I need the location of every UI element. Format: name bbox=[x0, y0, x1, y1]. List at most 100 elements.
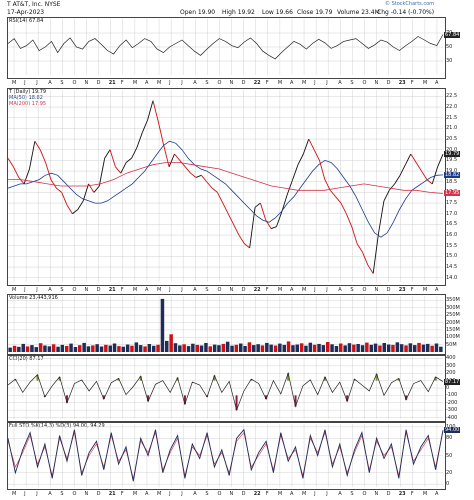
price-bar bbox=[45, 162, 52, 180]
volume-bar bbox=[386, 344, 391, 352]
date-label-1-9: F bbox=[120, 287, 124, 293]
volume-bar bbox=[243, 346, 247, 352]
price-bar bbox=[61, 192, 68, 206]
date-label-1-8: 21 bbox=[108, 287, 116, 293]
watermark-logo: © StockCharts.com bbox=[385, 1, 435, 7]
date-label-0-20: 22 bbox=[253, 80, 261, 86]
date-label-1-14: J bbox=[181, 287, 183, 293]
price-bar bbox=[281, 194, 288, 212]
date-label-0-32: 23 bbox=[398, 80, 406, 86]
ma200-line bbox=[8, 162, 444, 194]
volume-bar bbox=[51, 344, 56, 352]
price-bar bbox=[206, 181, 213, 189]
volume-bar bbox=[391, 344, 395, 352]
volume-bar bbox=[352, 344, 356, 352]
date-label-0-8: 21 bbox=[108, 80, 116, 86]
price-bar bbox=[372, 232, 380, 274]
price-bar bbox=[351, 226, 358, 244]
volume-bar bbox=[143, 346, 147, 352]
price-bar bbox=[378, 200, 385, 234]
volume-bar bbox=[395, 342, 400, 352]
date-label-1-32: 23 bbox=[398, 287, 406, 293]
price-bar bbox=[109, 149, 116, 167]
volume-bar bbox=[147, 344, 152, 352]
volume-bar bbox=[130, 345, 134, 352]
date-label-1-22: M bbox=[277, 287, 283, 293]
price-bar bbox=[50, 179, 57, 189]
volume-bar bbox=[8, 347, 12, 352]
date-label-1-27: A bbox=[338, 287, 342, 293]
date-label-0-26: J bbox=[326, 80, 328, 86]
price-bar bbox=[200, 175, 208, 183]
volume-bar bbox=[369, 344, 373, 352]
volume-bar bbox=[278, 343, 282, 352]
price-bar bbox=[157, 121, 165, 146]
volume-bar bbox=[82, 342, 86, 352]
date-label-2-11: A bbox=[144, 491, 149, 497]
price-bar bbox=[72, 209, 79, 215]
sto-ytick-2: 50 bbox=[446, 452, 453, 459]
volume-title: Volume 23,443,916 bbox=[9, 295, 58, 301]
date-label-1-31: D bbox=[386, 287, 391, 293]
volume-bar bbox=[252, 345, 256, 352]
volume-bar bbox=[404, 345, 408, 352]
volume-bar bbox=[282, 344, 286, 352]
price-bar bbox=[367, 264, 374, 274]
price-ytick-1: 22.0 bbox=[446, 104, 458, 111]
date-label-2-8: 21 bbox=[108, 491, 116, 497]
low-value: Low 19.66 bbox=[262, 9, 293, 16]
date-label-1-21: F bbox=[265, 287, 269, 293]
date-label-1-25: J bbox=[314, 287, 316, 293]
volume-bar bbox=[104, 344, 108, 352]
price-bar bbox=[195, 174, 202, 178]
volume-bar bbox=[25, 346, 30, 352]
sto-value-tag: 94.00 bbox=[444, 427, 461, 434]
volume-bar bbox=[260, 345, 265, 352]
volume-bar bbox=[343, 345, 347, 352]
price-bar bbox=[437, 154, 444, 167]
cci-value-tag: 87.17 bbox=[444, 378, 461, 385]
price-bar bbox=[211, 187, 218, 193]
close-value: Close 19.79 bbox=[297, 9, 333, 16]
date-label-1-15: A bbox=[193, 287, 197, 293]
date-label-1-10: M bbox=[132, 287, 138, 293]
volume-bar bbox=[225, 341, 230, 352]
volume-bar bbox=[317, 343, 321, 352]
cci-ytick-6: -200 bbox=[446, 399, 458, 406]
date-label-1-18: N bbox=[229, 287, 234, 293]
price-ytick-15: 15.0 bbox=[446, 253, 458, 260]
date-label-2-32: 23 bbox=[398, 491, 406, 497]
sto-ytick-1: 80 bbox=[446, 435, 453, 442]
volume-bar bbox=[273, 345, 278, 352]
price-bar bbox=[308, 138, 315, 150]
volume-bar bbox=[208, 346, 212, 352]
date-label-1-20: 22 bbox=[253, 287, 261, 293]
date-label-1-5: O bbox=[72, 287, 77, 293]
date-label-1-26: J bbox=[326, 287, 328, 293]
price-ytick-5: 20.0 bbox=[446, 146, 458, 153]
date-label-0-11: A bbox=[144, 80, 149, 86]
price-bar bbox=[147, 100, 154, 120]
cci-ytick-4: 0 bbox=[446, 385, 450, 391]
cci-ytick-8: -400 bbox=[446, 414, 458, 421]
volume-ytick-0: 350M bbox=[446, 297, 460, 304]
date-label-2-18: N bbox=[229, 491, 234, 497]
volume-bar bbox=[408, 343, 413, 352]
volume-bar bbox=[47, 346, 52, 352]
volume-bar bbox=[291, 345, 295, 352]
price-bar bbox=[136, 132, 143, 148]
price-ytick-11: 17.0 bbox=[446, 210, 458, 217]
price-bar bbox=[249, 207, 256, 248]
date-label-2-33: F bbox=[410, 491, 414, 497]
price-bar bbox=[421, 170, 428, 180]
price-ytick-8: 18.5 bbox=[446, 178, 458, 185]
volume-bar bbox=[108, 345, 112, 352]
volume-bar bbox=[417, 342, 421, 352]
volume-bar bbox=[308, 342, 313, 352]
date-label-0-35: A bbox=[434, 80, 439, 86]
rsi-value-tag: 67.84 bbox=[444, 31, 461, 38]
cci-ytick-2: 200 bbox=[446, 370, 456, 377]
price-bar bbox=[297, 153, 304, 165]
price-bar bbox=[104, 149, 111, 159]
